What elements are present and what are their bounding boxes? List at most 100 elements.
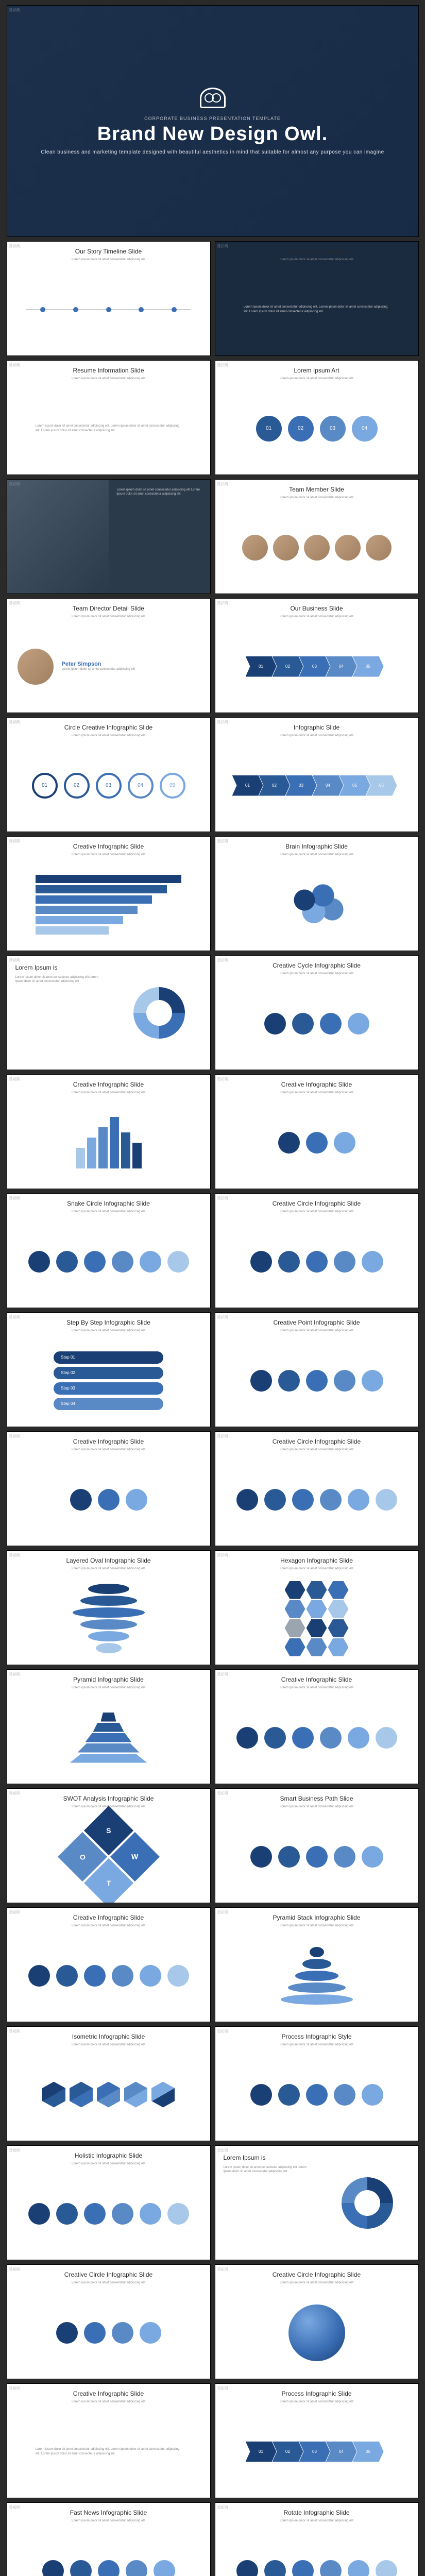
slide-subtitle: Lorem ipsum dolor sit amet consectetur a… xyxy=(215,2281,418,2289)
circles: 0102030405 xyxy=(32,773,185,799)
slide-title: Our Story Timeline Slide xyxy=(7,242,210,258)
bars xyxy=(76,1117,142,1168)
slide-subtitle: Lorem ipsum dolor sit amet consectetur a… xyxy=(7,1091,210,1098)
avatar-0 xyxy=(242,535,268,561)
content xyxy=(7,1098,210,1187)
watermark: 觅知网 xyxy=(9,601,20,606)
watermark: 觅知网 xyxy=(217,1910,228,1915)
pill-1: Step 02 xyxy=(54,1367,163,1379)
shape-4 xyxy=(348,1489,369,1511)
slide-41: 觅知网Rotate Infographic SlideLorem ipsum d… xyxy=(215,2502,419,2576)
slide-grid: 觅知网 CORPORATE BUSINESS PRESENTATION TEMPL… xyxy=(0,5,425,2576)
slide-35: 觅知网Lorem Ipsum isLorem ipsum dolor sit a… xyxy=(215,2145,419,2260)
slide-4: 觅知网Resume Information SlideLorem ipsum d… xyxy=(7,360,211,475)
profile-avatar xyxy=(18,649,54,685)
shape-3 xyxy=(334,1370,355,1392)
arrow-3: 04 xyxy=(326,2442,357,2462)
shape-0 xyxy=(42,2560,64,2576)
pyramid-layer-3 xyxy=(78,1743,140,1753)
cone-layer-2 xyxy=(73,1607,145,1618)
slide-title: Creative Infographic Slide xyxy=(7,837,210,853)
left-title: Lorem Ipsum is xyxy=(224,2154,309,2161)
watermark: 觅知网 xyxy=(9,1672,20,1677)
shape-4 xyxy=(362,2084,383,2106)
slide-title: Smart Business Path Slide xyxy=(215,1789,418,1805)
hex-5 xyxy=(328,1600,349,1618)
slide-29: 觅知网Smart Business Path SlideLorem ipsum … xyxy=(215,1788,419,1903)
shapes xyxy=(250,1846,383,1868)
shape-0 xyxy=(28,2203,50,2225)
slide-title: Creative Infographic Slide xyxy=(215,1670,418,1686)
right-panel xyxy=(109,956,210,1070)
watermark: 觅知网 xyxy=(9,1434,20,1439)
slide-title: Infographic Slide xyxy=(215,718,418,734)
main-title: Brand New Design Owl. xyxy=(97,123,328,145)
shape-5 xyxy=(376,1489,397,1511)
slide-23: 觅知网Creative Circle Infographic SlideLore… xyxy=(215,1431,419,1546)
shape-1 xyxy=(264,1489,286,1511)
shape-0 xyxy=(236,2560,258,2576)
cone-layer-5 xyxy=(96,1643,122,1653)
shape-1 xyxy=(278,1370,300,1392)
slide-title: Pyramid Infographic Slide xyxy=(7,1670,210,1686)
shape-3 xyxy=(320,2560,342,2576)
slide-subtitle: Lorem ipsum dolor sit amet consectetur a… xyxy=(215,2400,418,2408)
avatar-2 xyxy=(304,535,330,561)
hex-cluster xyxy=(276,1581,358,1657)
slide-subtitle: Lorem ipsum dolor sit amet consectetur a… xyxy=(7,1448,210,1455)
photo xyxy=(7,480,109,594)
slide-title: Pyramid Stack Infographic Slide xyxy=(215,1908,418,1924)
shape-2 xyxy=(306,2084,328,2106)
split: Lorem Ipsum isLorem ipsum dolor sit amet… xyxy=(215,2146,418,2260)
watermark: 觅知网 xyxy=(9,1196,20,1201)
shape-1 xyxy=(56,2203,78,2225)
shapes xyxy=(56,2322,161,2344)
slide-title: Creative Infographic Slide xyxy=(7,1075,210,1091)
slide-subtitle: Lorem ipsum dolor sit amet consectetur a… xyxy=(7,1210,210,1217)
slide-38: 觅知网Creative Infographic SlideLorem ipsum… xyxy=(7,2383,211,2498)
slide-title: Some Facts About Us xyxy=(215,242,418,258)
slide-subtitle: Lorem ipsum dolor sit amet consectetur a… xyxy=(7,1567,210,1574)
slide-22: 觅知网Creative Infographic SlideLorem ipsum… xyxy=(7,1431,211,1546)
slide-subtitle: Lorem ipsum dolor sit amet consectetur a… xyxy=(215,734,418,741)
body-text: Lorem ipsum dolor sit amet consectetur a… xyxy=(36,2447,181,2456)
shape-1 xyxy=(84,2322,106,2344)
slide-26: 觅知网Pyramid Infographic SlideLorem ipsum … xyxy=(7,1669,211,1784)
pretitle: CORPORATE BUSINESS PRESENTATION TEMPLATE xyxy=(144,116,281,121)
shape-4 xyxy=(348,2560,369,2576)
slide-subtitle: Lorem ipsum dolor sit amet consectetur a… xyxy=(7,853,210,860)
slide-subtitle: Lorem ipsum dolor sit amet consectetur a… xyxy=(7,377,210,384)
shape-4 xyxy=(362,1251,383,1273)
hex-6 xyxy=(285,1619,305,1637)
slide-33: 觅知网Process Infographic StyleLorem ipsum … xyxy=(215,2026,419,2141)
hex-2 xyxy=(328,1581,349,1599)
content xyxy=(7,860,210,948)
slide-1: 觅知网CORPORATE BUSINESS PRESENTATION TEMPL… xyxy=(7,5,419,237)
cone-layer-1 xyxy=(80,1596,137,1606)
shape-1 xyxy=(56,1965,78,1987)
watermark: 觅知网 xyxy=(217,601,228,606)
slide-2: 觅知网Our Story Timeline SlideLorem ipsum d… xyxy=(7,241,211,356)
shape-0 xyxy=(70,1489,92,1511)
slide-subtitle: Lorem ipsum dolor sit amet consectetur a… xyxy=(215,1686,418,1693)
shape-4 xyxy=(154,2560,175,2576)
slide-39: 觅知网Process Infographic SlideLorem ipsum … xyxy=(215,2383,419,2498)
shape-2 xyxy=(306,1846,328,1868)
text-panel: Lorem ipsum dolor sit amet consectetur a… xyxy=(109,480,210,594)
slide-subtitle: Lorem ipsum dolor sit amet consectetur a… xyxy=(215,2043,418,2050)
content xyxy=(215,2289,418,2377)
iso-cube-0 xyxy=(42,2082,65,2108)
slide-8: 觅知网Team Director Detail SlideLorem ipsum… xyxy=(7,598,211,713)
slide-subtitle: Lorem ipsum dolor sit amet consectetur a… xyxy=(215,853,418,860)
slide-subtitle: Lorem ipsum dolor sit amet consectetur a… xyxy=(7,615,210,622)
slide-3: 觅知网Some Facts About UsLorem ipsum dolor … xyxy=(215,241,419,356)
split: Lorem Ipsum isLorem ipsum dolor sit amet… xyxy=(7,956,210,1070)
split: Lorem ipsum dolor sit amet consectetur a… xyxy=(7,480,210,594)
watermark: 觅知网 xyxy=(9,720,20,725)
watermark: 觅知网 xyxy=(9,2029,20,2034)
shapes xyxy=(264,1013,369,1035)
content: 01020304 xyxy=(215,384,418,472)
watermark: 觅知网 xyxy=(217,720,228,725)
slide-subtitle: Lorem ipsum dolor sit amet consectetur a… xyxy=(7,2519,210,2527)
hex-11 xyxy=(328,1638,349,1656)
